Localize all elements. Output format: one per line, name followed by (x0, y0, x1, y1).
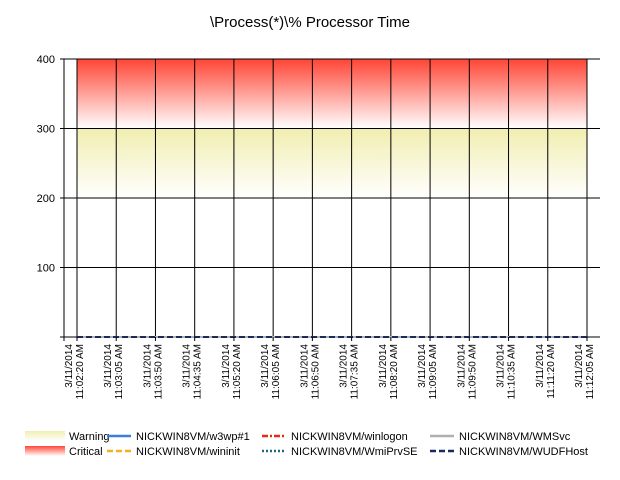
x-tick-label-date: 3/11/2014 (299, 344, 310, 388)
x-tick-label-group: 3/11/2014 11:12:05 AM (574, 344, 596, 400)
x-tick-label-group: 3/11/2014 11:03:50 AM (142, 344, 164, 400)
legend-swatch-warning (25, 431, 65, 441)
x-tick-label-date: 3/11/2014 (574, 344, 585, 388)
warning-band (77, 128, 587, 198)
legend-label-series-1: NICKWIN8VM/wininit (136, 446, 240, 458)
x-tick-label-date: 3/11/2014 (64, 344, 75, 388)
x-tick-label-group: 3/11/2014 11:08:20 AM (378, 344, 400, 400)
x-tick-label-time: 11:03:05 AM (114, 344, 125, 399)
x-tick-label-time: 11:04:35 AM (193, 344, 204, 399)
x-tick-label-time: 11:06:50 AM (310, 344, 321, 399)
x-tick-label-date: 3/11/2014 (456, 344, 467, 388)
x-tick-label-group: 3/11/2014 11:02:20 AM (64, 344, 86, 400)
legend-label-critical: Critical (69, 446, 103, 458)
x-tick-label-date: 3/11/2014 (339, 344, 350, 388)
x-tick-label-time: 11:08:20 AM (389, 344, 400, 399)
x-tick-label-date: 3/11/2014 (221, 344, 232, 388)
x-tick-label-time: 11:07:35 AM (350, 344, 361, 399)
x-tick-label-group: 3/11/2014 11:11:20 AM (535, 344, 557, 399)
x-tick-label-time: 11:11:20 AM (546, 344, 557, 399)
x-tick-label-date: 3/11/2014 (535, 344, 546, 388)
x-tick-label-group: 3/11/2014 11:03:05 AM (103, 344, 125, 400)
x-tick-label-time: 11:09:50 AM (467, 344, 478, 399)
x-tick-label-date: 3/11/2014 (260, 344, 271, 388)
x-tick-label-time: 11:09:05 AM (428, 344, 439, 399)
critical-band (77, 59, 587, 129)
x-tick-label-group: 3/11/2014 11:09:05 AM (417, 344, 439, 400)
x-tick-label-time: 11:12:05 AM (585, 344, 596, 399)
legend-label-series-5: NICKWIN8VM/WUDFHost (459, 446, 588, 458)
legend-label-series-3: NICKWIN8VM/WmiPrvSE (291, 446, 418, 458)
legend-label-warning: Warning (69, 431, 110, 443)
y-tick-label: 400 (37, 54, 55, 66)
chart-title: \Process(*)\% Processor Time (209, 14, 411, 31)
legend-label-series-0: NICKWIN8VM/w3wp#1 (136, 431, 250, 443)
x-tick-label-time: 11:10:35 AM (507, 344, 518, 399)
x-tick-label-group: 3/11/2014 11:10:35 AM (496, 344, 518, 400)
x-tick-label-time: 11:06:05 AM (271, 344, 282, 399)
x-tick-label-group: 3/11/2014 11:06:05 AM (260, 344, 282, 400)
x-tick-label-date: 3/11/2014 (496, 344, 507, 388)
x-tick-label-time: 11:05:20 AM (232, 344, 243, 399)
x-tick-label-group: 3/11/2014 11:07:35 AM (339, 344, 361, 400)
x-tick-label-date: 3/11/2014 (182, 344, 193, 388)
legend-swatch-critical (25, 446, 65, 456)
x-tick-label-group: 3/11/2014 11:09:50 AM (456, 344, 478, 400)
y-tick-label: 300 (37, 124, 55, 136)
y-tick-label: 200 (37, 193, 55, 205)
x-tick-label-date: 3/11/2014 (142, 344, 153, 388)
x-tick-label-date: 3/11/2014 (417, 344, 428, 388)
x-tick-label-group: 3/11/2014 11:06:50 AM (299, 344, 321, 400)
x-tick-label-date: 3/11/2014 (378, 344, 389, 388)
x-tick-label-group: 3/11/2014 11:05:20 AM (221, 344, 243, 400)
x-tick-label-group: 3/11/2014 11:04:35 AM (182, 344, 204, 400)
x-tick-label-date: 3/11/2014 (103, 344, 114, 388)
x-tick-label-time: 11:03:50 AM (153, 344, 164, 399)
legend-label-series-4: NICKWIN8VM/WMSvc (459, 431, 571, 443)
y-tick-label: 100 (37, 263, 55, 275)
x-tick-label-time: 11:02:20 AM (75, 344, 86, 399)
legend-label-series-2: NICKWIN8VM/winlogon (291, 431, 408, 443)
